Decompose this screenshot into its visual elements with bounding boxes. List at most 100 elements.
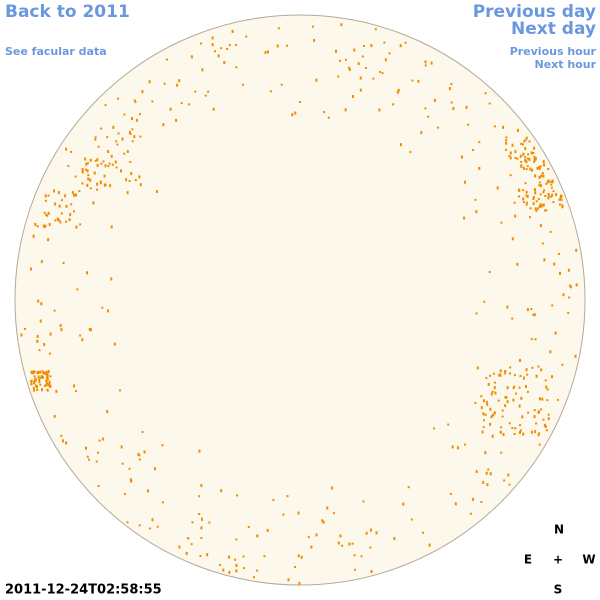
facula: [567, 268, 570, 272]
solar-disk: [14, 14, 586, 586]
facula: [59, 324, 62, 327]
facula: [92, 201, 95, 205]
facula: [533, 155, 536, 159]
facula: [300, 555, 303, 559]
facula: [110, 154, 113, 158]
facula: [407, 486, 410, 489]
facula: [417, 79, 420, 83]
facula: [42, 375, 44, 379]
next-day-link[interactable]: Next day: [511, 19, 596, 39]
facula: [242, 555, 245, 558]
facula: [59, 221, 62, 224]
facula: [500, 426, 503, 429]
facula: [143, 450, 146, 454]
previous-hour-link[interactable]: Previous hour: [510, 45, 597, 58]
facula: [513, 385, 516, 388]
facula: [47, 370, 50, 374]
facula: [474, 402, 477, 404]
back-link[interactable]: Back to 2011: [5, 2, 130, 22]
facula: [156, 525, 159, 528]
facula: [139, 183, 142, 187]
facula: [537, 207, 539, 210]
facula: [131, 140, 134, 143]
facula: [101, 437, 104, 441]
facula: [490, 392, 493, 396]
facula: [75, 193, 77, 197]
facula: [538, 181, 541, 184]
facula: [121, 137, 124, 141]
facula: [104, 104, 107, 107]
facula: [541, 242, 544, 245]
facula: [280, 83, 283, 86]
facula: [474, 198, 477, 201]
facula: [234, 44, 237, 46]
facula: [30, 370, 33, 374]
facula: [191, 521, 194, 524]
facula: [493, 125, 496, 128]
facula: [64, 194, 67, 198]
facula: [526, 308, 529, 312]
facula: [49, 384, 52, 388]
facula: [44, 371, 47, 375]
facula: [534, 207, 537, 211]
facula: [522, 189, 524, 192]
facula: [107, 309, 110, 313]
facula: [542, 418, 545, 421]
facula: [218, 564, 221, 566]
facula: [217, 54, 220, 58]
facula: [46, 214, 49, 217]
facula: [128, 131, 131, 134]
facula: [494, 391, 497, 395]
facula: [483, 300, 486, 303]
facula: [200, 42, 202, 45]
facula: [538, 166, 541, 170]
facula: [427, 115, 430, 118]
facula: [544, 425, 547, 428]
facula: [39, 383, 42, 386]
facular-data-link[interactable]: See facular data: [5, 45, 107, 58]
facula: [411, 79, 414, 82]
facula: [49, 375, 52, 378]
facula: [65, 204, 68, 208]
previous-day-link[interactable]: Previous day: [473, 2, 596, 22]
facula: [524, 147, 527, 150]
facula: [139, 135, 142, 138]
facula: [533, 146, 536, 150]
facula: [272, 499, 275, 502]
facula: [53, 309, 56, 312]
facula: [360, 555, 363, 558]
facula: [528, 157, 531, 161]
facula: [39, 370, 42, 374]
facula: [263, 555, 266, 558]
facula: [42, 371, 45, 375]
facula: [496, 186, 499, 190]
facula: [545, 385, 548, 389]
facula: [96, 164, 99, 167]
facula: [505, 136, 508, 139]
facula: [538, 397, 541, 401]
facula: [54, 202, 57, 206]
facula: [128, 180, 131, 182]
facula: [315, 533, 318, 537]
facula: [116, 143, 119, 146]
facula: [37, 375, 40, 379]
facula: [467, 123, 470, 126]
facula: [74, 175, 77, 178]
facula: [62, 262, 65, 264]
facula: [493, 372, 495, 375]
facula: [67, 164, 70, 167]
next-hour-link[interactable]: Next hour: [535, 58, 597, 71]
facula: [32, 234, 35, 238]
facula: [228, 44, 231, 47]
facula: [190, 55, 193, 59]
facula: [348, 68, 351, 71]
timestamp: 2011-12-24T02:58:55: [5, 583, 162, 598]
facula: [37, 299, 40, 303]
facula: [550, 183, 553, 186]
facula: [139, 113, 141, 116]
facula: [503, 479, 506, 482]
facula: [399, 44, 402, 48]
facula: [482, 480, 485, 484]
facula: [512, 387, 515, 390]
